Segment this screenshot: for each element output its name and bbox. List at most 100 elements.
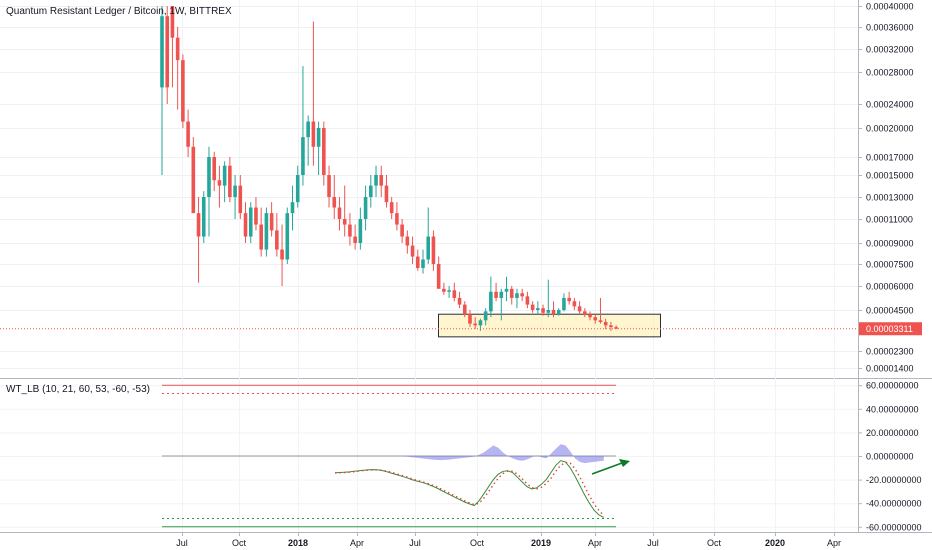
- candle: [400, 219, 404, 243]
- support-zone-rectangle: [438, 313, 661, 338]
- time-tick-label: Jul: [647, 538, 659, 548]
- candle-body: [583, 311, 587, 315]
- candle-body: [509, 288, 514, 298]
- candle: [489, 276, 493, 318]
- price-tick-label: 0.00007500: [866, 260, 914, 270]
- candle: [588, 311, 592, 321]
- candle: [504, 276, 509, 302]
- candle: [431, 230, 436, 271]
- candle-body: [217, 180, 222, 186]
- candle-body: [489, 291, 493, 312]
- price-tick-label: 0.00020000: [866, 124, 914, 134]
- time-tick-label: 2019: [531, 538, 551, 548]
- candle-body: [588, 314, 592, 318]
- candle: [572, 297, 577, 310]
- support-box-layer: [438, 313, 661, 338]
- candle: [290, 185, 295, 231]
- candle: [374, 165, 378, 197]
- candle-body: [389, 202, 394, 214]
- candle: [327, 165, 331, 208]
- candle: [447, 286, 451, 298]
- candle-body: [530, 304, 535, 310]
- candle: [515, 288, 519, 309]
- candle: [462, 301, 467, 318]
- candle: [452, 282, 457, 302]
- candle-body: [395, 213, 399, 225]
- candle-body: [410, 245, 415, 257]
- candle: [473, 317, 477, 329]
- candle-body: [275, 230, 279, 250]
- candle: [201, 191, 206, 243]
- osc-tick-label: -20.00000000: [866, 475, 922, 485]
- candle-body: [551, 310, 556, 315]
- candle: [170, 6, 175, 88]
- candle: [264, 207, 269, 257]
- candle: [609, 321, 613, 331]
- price-tick-label: 0.00011000: [866, 215, 913, 225]
- candle: [499, 288, 504, 321]
- candle: [379, 165, 384, 197]
- candle-body: [316, 128, 321, 147]
- oscillator-y-axis: 60.00000000 40.00000000 20.00000000 0.00000…: [858, 381, 922, 532]
- candle-body: [181, 60, 185, 122]
- price-tick-label: 0.00015000: [866, 171, 914, 181]
- candle-body: [431, 236, 436, 264]
- candle: [415, 249, 420, 271]
- candle-body: [520, 293, 524, 297]
- candle-body: [447, 290, 451, 292]
- candle: [353, 224, 357, 250]
- candle: [598, 297, 603, 324]
- candle: [165, 6, 170, 104]
- candle-body: [536, 308, 540, 310]
- candle-body: [322, 128, 326, 175]
- trend-arrowhead-icon: [619, 459, 630, 467]
- candle-body: [165, 16, 170, 88]
- candle-body: [426, 236, 431, 260]
- trend-arrow-layer: [591, 459, 630, 475]
- price-tick-label: 0.00006000: [866, 282, 914, 292]
- candle-body: [421, 259, 425, 269]
- candle: [436, 256, 441, 289]
- candle-body: [160, 16, 164, 88]
- candle: [248, 202, 253, 243]
- candle-body: [248, 207, 253, 237]
- candle-body: [201, 197, 206, 237]
- candle-body: [186, 121, 190, 147]
- candle-body: [290, 202, 295, 214]
- candle: [509, 286, 514, 305]
- price-tick-label: 0.00002300: [866, 347, 914, 357]
- candle: [280, 224, 284, 286]
- time-tick-label: Jul: [409, 538, 421, 548]
- candle: [311, 21, 316, 166]
- candle-body: [228, 165, 232, 197]
- candle: [191, 137, 196, 214]
- time-tick-label: Jul: [176, 538, 188, 548]
- price-tick-label: 0.00036000: [866, 23, 914, 33]
- osc-tick-label: 40.00000000: [866, 404, 919, 414]
- candle: [593, 314, 598, 324]
- candle-body: [384, 185, 389, 203]
- candle-body: [478, 320, 483, 326]
- candle: [254, 197, 258, 231]
- candle: [238, 175, 243, 219]
- candle-body: [295, 175, 300, 203]
- candle: [301, 65, 305, 186]
- candle-body: [254, 207, 258, 225]
- time-tick-label: Apr: [827, 538, 841, 548]
- candle: [556, 308, 561, 316]
- time-tick-label: 2018: [288, 538, 308, 548]
- candle: [389, 197, 394, 219]
- oscillator-histogram-area: [335, 444, 604, 464]
- candle-body: [457, 297, 462, 305]
- candle-body: [285, 213, 290, 260]
- current-price-label: 0.00003311: [866, 324, 913, 334]
- candle: [426, 207, 431, 264]
- candle: [332, 175, 337, 219]
- candle: [322, 121, 326, 186]
- candle: [395, 202, 399, 231]
- candle-body: [515, 293, 519, 298]
- candle-body: [562, 297, 566, 310]
- candle-body: [525, 296, 530, 305]
- candle-body: [567, 297, 571, 302]
- time-x-axis: Jul Oct 2018 Apr Jul Oct 2019 Apr Jul Oct 2020 Apr: [176, 532, 841, 548]
